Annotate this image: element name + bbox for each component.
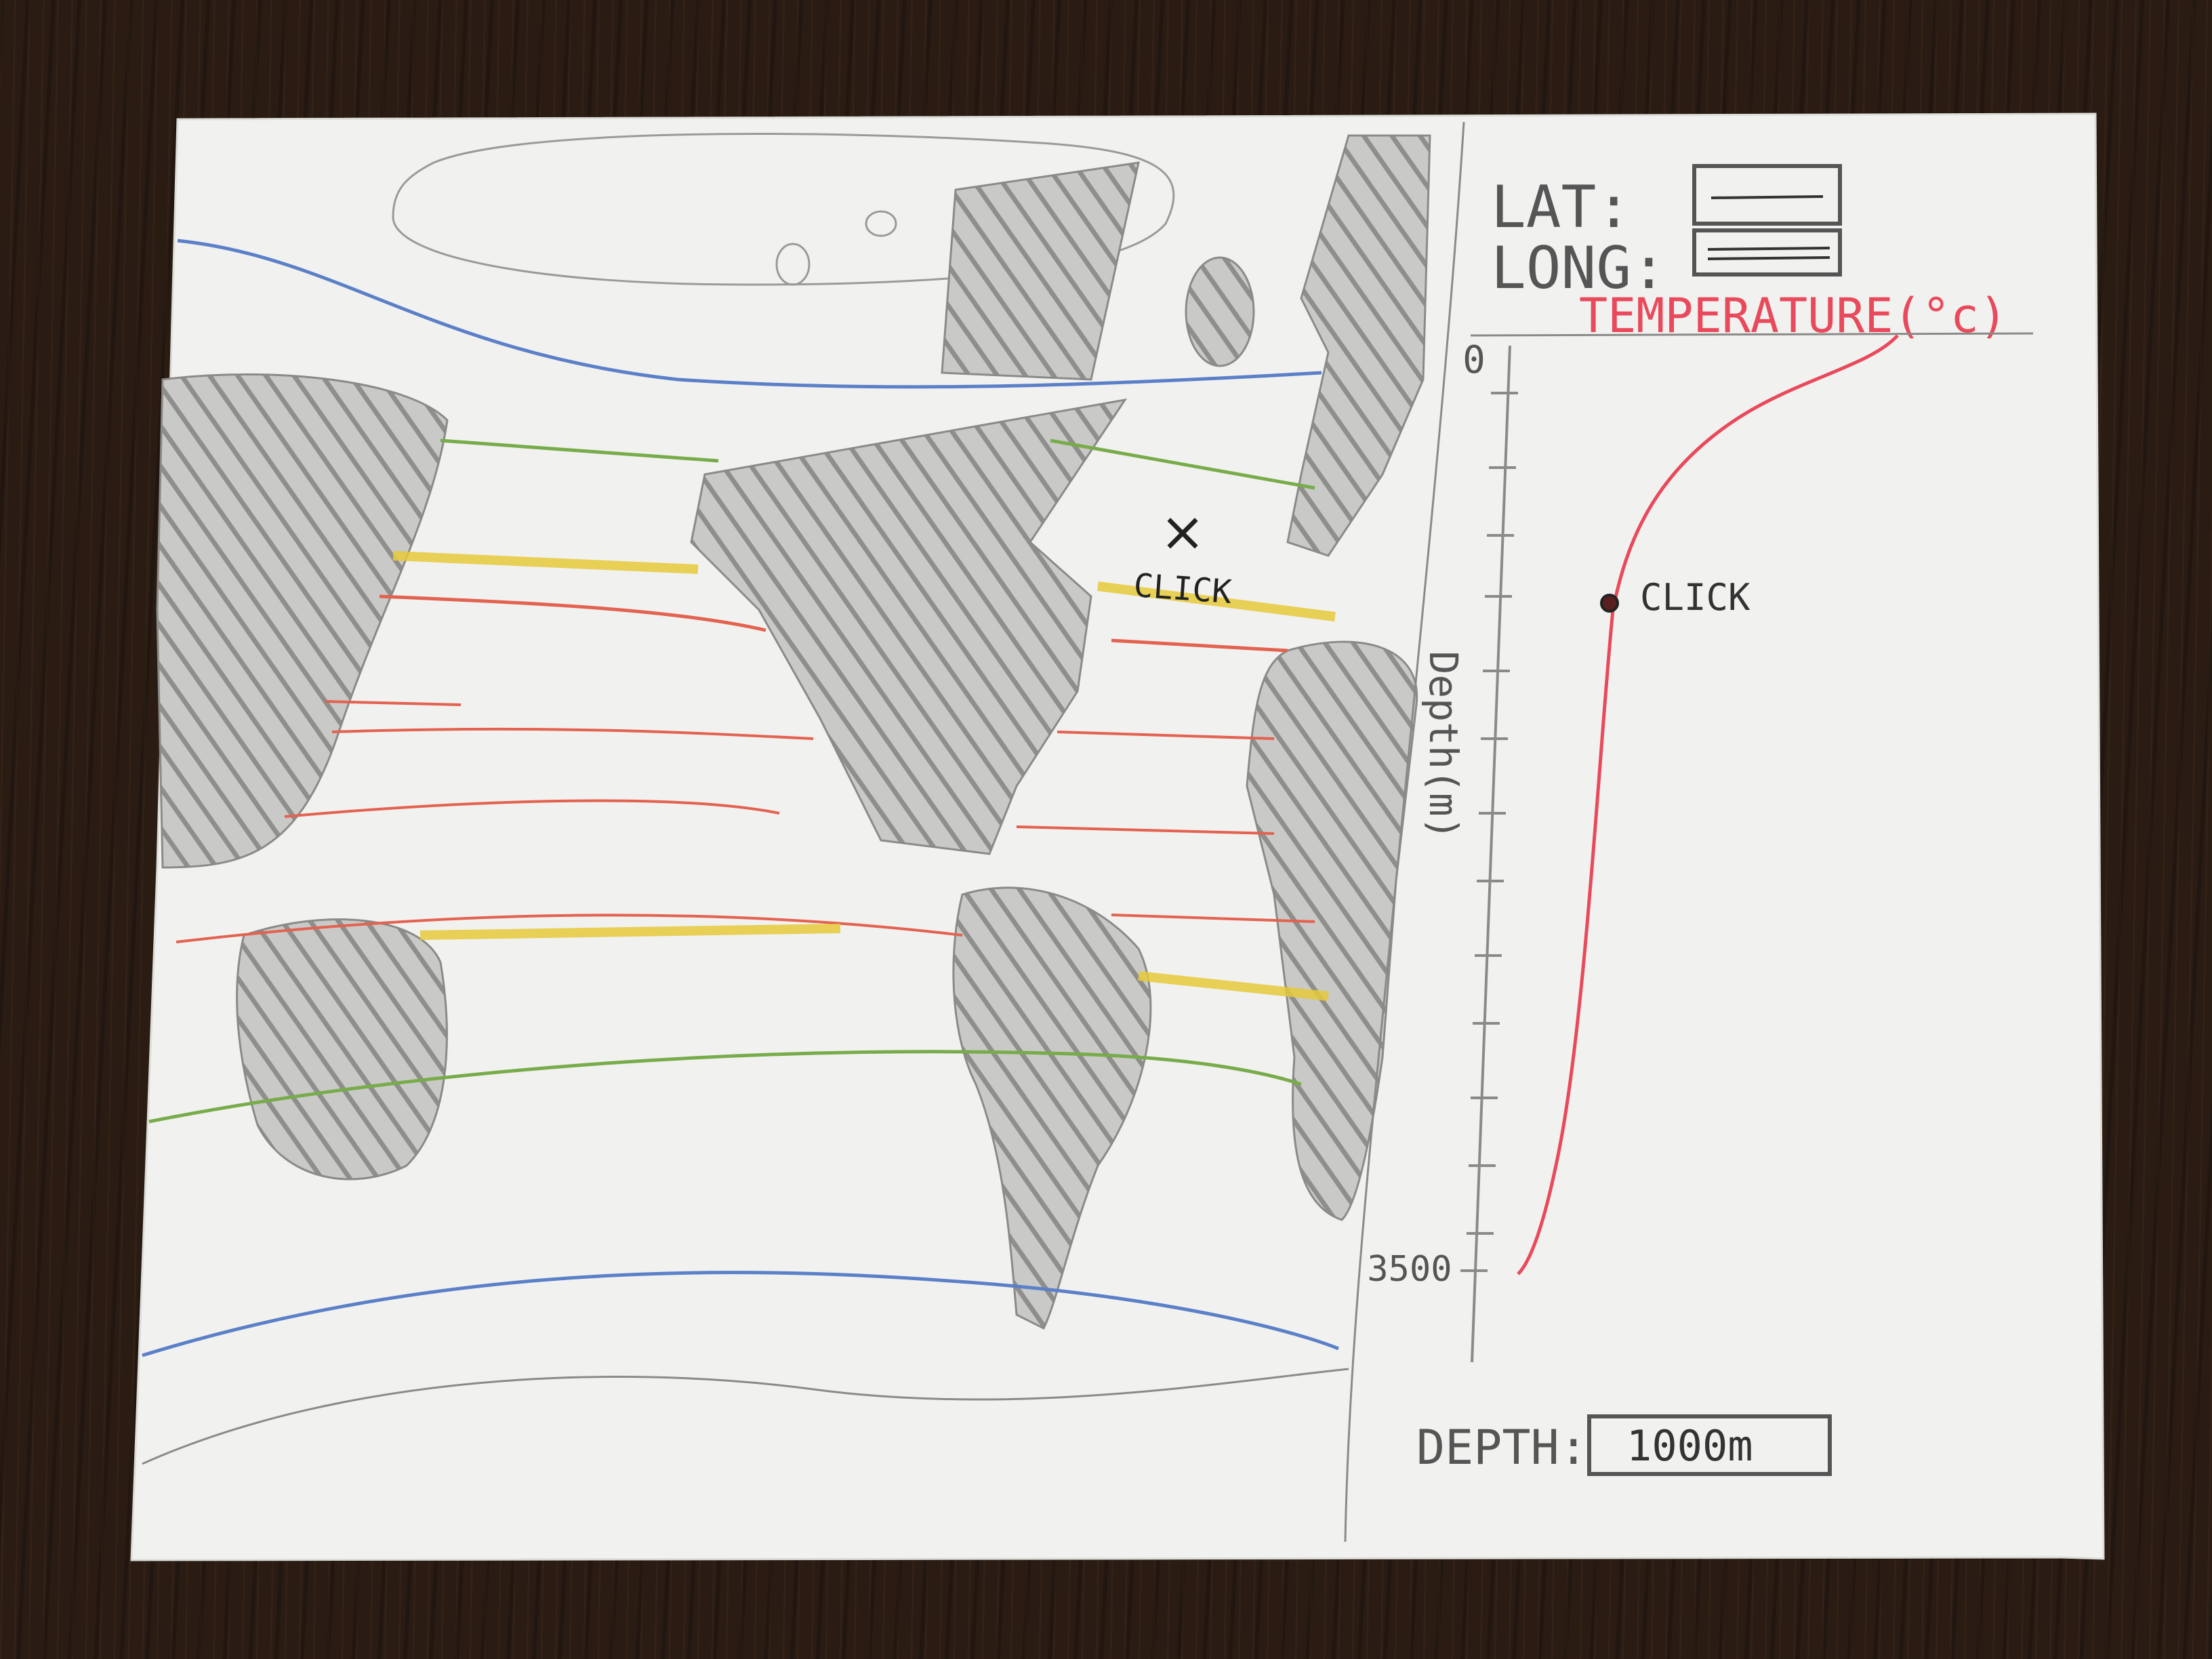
isotherm-yellow-south-east bbox=[1138, 971, 1329, 1001]
isotherm-red-6 bbox=[284, 799, 780, 818]
isotherm-blue-north bbox=[177, 239, 1322, 389]
depth-axis bbox=[1471, 345, 1511, 1363]
depth-tick-bottom: 3500 bbox=[1367, 1249, 1452, 1290]
asia-landmass bbox=[156, 373, 449, 869]
north-america-landmass bbox=[690, 398, 1128, 855]
isotherm-red-9 bbox=[1111, 914, 1315, 923]
curve-click-point[interactable] bbox=[1600, 594, 1619, 613]
isotherm-yellow-north-east bbox=[1097, 581, 1336, 621]
isotherm-yellow-south bbox=[419, 924, 841, 940]
paper-sheet bbox=[130, 112, 2105, 1561]
lat-label: LAT: bbox=[1491, 173, 1631, 241]
south-america-landmass bbox=[952, 886, 1152, 1330]
isotherm-red-3 bbox=[325, 700, 462, 706]
depth-axis-label: Depth(m) bbox=[1420, 651, 1467, 840]
long-input[interactable] bbox=[1692, 228, 1842, 276]
isotherm-red-7 bbox=[1016, 825, 1275, 835]
iceland-landmass bbox=[1185, 256, 1255, 367]
europe-landmass bbox=[1286, 134, 1431, 557]
isotherm-red-8 bbox=[176, 914, 963, 943]
isotherm-green-south bbox=[148, 1050, 1302, 1124]
depth-label: DEPTH: bbox=[1416, 1420, 1588, 1475]
depth-input[interactable]: 1000m bbox=[1587, 1414, 1832, 1476]
temperature-curve bbox=[1517, 334, 1899, 1275]
isotherm-green-north bbox=[440, 438, 719, 463]
island-outline bbox=[775, 243, 811, 286]
panel-divider bbox=[1344, 121, 1465, 1542]
isotherm-blue-south bbox=[142, 1271, 1339, 1357]
island-outline bbox=[865, 210, 897, 237]
antarctica-outline bbox=[142, 1368, 1349, 1465]
isotherm-yellow-north bbox=[392, 551, 699, 574]
coordinates-panel: LAT: LONG: TEMPERATURE(°c) bbox=[1470, 164, 2034, 344]
world-map[interactable]: × CLICK bbox=[142, 133, 1431, 1465]
lat-input[interactable] bbox=[1692, 164, 1842, 226]
isotherm-red-4 bbox=[331, 727, 814, 740]
isotherm-red-5 bbox=[1057, 731, 1275, 740]
temperature-profile-chart[interactable]: 0 3500 Depth(m) CLICK bbox=[1367, 334, 1899, 1363]
depth-tick-top: 0 bbox=[1462, 338, 1486, 382]
australia-landmass bbox=[236, 918, 448, 1181]
greenland-landmass bbox=[941, 161, 1140, 381]
depth-input-value: 1000m bbox=[1626, 1421, 1753, 1471]
depth-control: DEPTH: 1000m bbox=[1416, 1414, 1832, 1476]
africa-landmass bbox=[1246, 640, 1418, 1221]
isotherm-red-1 bbox=[379, 594, 766, 632]
long-label: LONG: bbox=[1491, 234, 1666, 302]
isotherm-green-north-east bbox=[1050, 438, 1315, 490]
title-underline bbox=[1470, 332, 2034, 337]
depth-axis-ticks bbox=[1467, 392, 1518, 1235]
curve-click-label: CLICK bbox=[1640, 576, 1750, 619]
isotherm-red-2 bbox=[1111, 638, 1288, 653]
map-click-marker[interactable]: × bbox=[1160, 500, 1205, 563]
map-click-label: CLICK bbox=[1132, 567, 1233, 611]
